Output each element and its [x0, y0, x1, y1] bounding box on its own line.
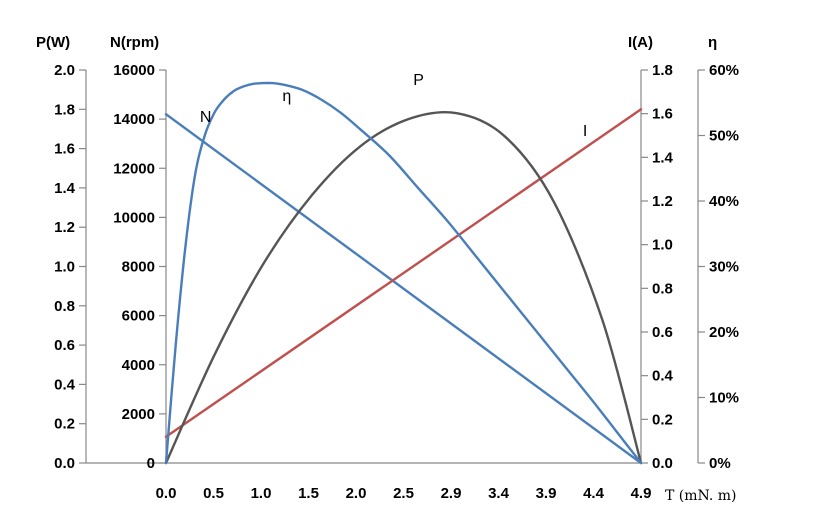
i-tick-label: 0.4 [652, 368, 674, 385]
x-tick-label: 2.0 [346, 485, 367, 502]
p-tick-label: 1.8 [54, 101, 75, 118]
p-tick-label: 1.0 [54, 259, 75, 276]
P-curve-label: P [413, 72, 424, 89]
n-tick-label: 0 [147, 455, 155, 472]
n-tick-label: 2000 [122, 406, 155, 423]
I-curve-label: I [583, 123, 587, 140]
x-tick-label: 2.9 [441, 485, 462, 502]
i-tick-label: 1.8 [652, 62, 673, 79]
eta-curve-label: η [282, 88, 291, 105]
x-tick-label: 1.0 [251, 485, 272, 502]
x-tick-label: 0.0 [156, 485, 177, 502]
p-tick-label: 0.2 [54, 416, 75, 433]
x-tick-label: 4.9 [631, 485, 652, 502]
p-tick-label: 0.4 [54, 376, 76, 393]
tick-group: 0.0 0.2 0.4 0.6 0.8 1.0 1.2 1.4 1.6 1.8 2.0 0 2000 40… [54, 62, 739, 502]
p-tick-label: 1.2 [54, 219, 75, 236]
x-tick-label: 1.5 [298, 485, 319, 502]
i-tick-label: 0.8 [652, 280, 673, 297]
i-tick-label: 0.6 [652, 324, 673, 341]
eta-tick-label: 50% [709, 128, 739, 145]
eta-tick-label: 20% [709, 324, 739, 341]
x-tick-label: 4.4 [583, 485, 605, 502]
x-axis-title: T (mN. m) [665, 488, 737, 504]
curve-label-group: N I Pη [200, 72, 587, 140]
p-tick-label: 0.0 [54, 455, 75, 472]
n-tick-label: 10000 [113, 209, 155, 226]
x-tick-label: 2.5 [393, 485, 414, 502]
i-tick-label: 1.4 [652, 149, 674, 166]
n-tick-label: 4000 [122, 357, 155, 374]
n-tick-label: 8000 [122, 259, 155, 276]
p-tick-label: 2.0 [54, 62, 75, 79]
i-axis-title: I(A) [628, 34, 653, 51]
series-group [164, 81, 643, 465]
eta-tick-label: 0% [709, 455, 731, 472]
n-series-line [164, 113, 643, 465]
n-tick-label: 6000 [122, 308, 155, 325]
p-tick-label: 0.6 [54, 337, 75, 354]
n-tick-label: 16000 [113, 62, 155, 79]
i-tick-label: 1.0 [652, 237, 673, 254]
n-axis-title: N(rpm) [110, 34, 159, 51]
i-tick-label: 0.0 [652, 455, 673, 472]
i-tick-label: 0.2 [652, 411, 673, 428]
eta-tick-label: 10% [709, 390, 739, 407]
eta-axis-title: η [708, 34, 717, 51]
p-series-line [164, 110, 643, 465]
eta-series-line [164, 81, 643, 465]
p-tick-label: 0.8 [54, 298, 75, 315]
i-tick-label: 1.6 [652, 106, 673, 123]
eta-tick-label: 60% [709, 62, 739, 79]
x-tick-label: 3.4 [488, 485, 510, 502]
x-tick-label: 3.9 [536, 485, 557, 502]
n-tick-label: 14000 [113, 111, 155, 128]
x-tick-label: 0.5 [203, 485, 224, 502]
p-tick-label: 1.4 [54, 180, 76, 197]
eta-tick-label: 30% [709, 259, 739, 276]
i-series-line [164, 108, 643, 438]
N-curve-label: N [200, 109, 212, 126]
p-tick-label: 1.6 [54, 141, 75, 158]
n-tick-label: 12000 [113, 160, 155, 177]
i-tick-label: 1.2 [652, 193, 673, 210]
eta-tick-label: 40% [709, 193, 739, 210]
p-axis-title: P(W) [36, 34, 70, 51]
